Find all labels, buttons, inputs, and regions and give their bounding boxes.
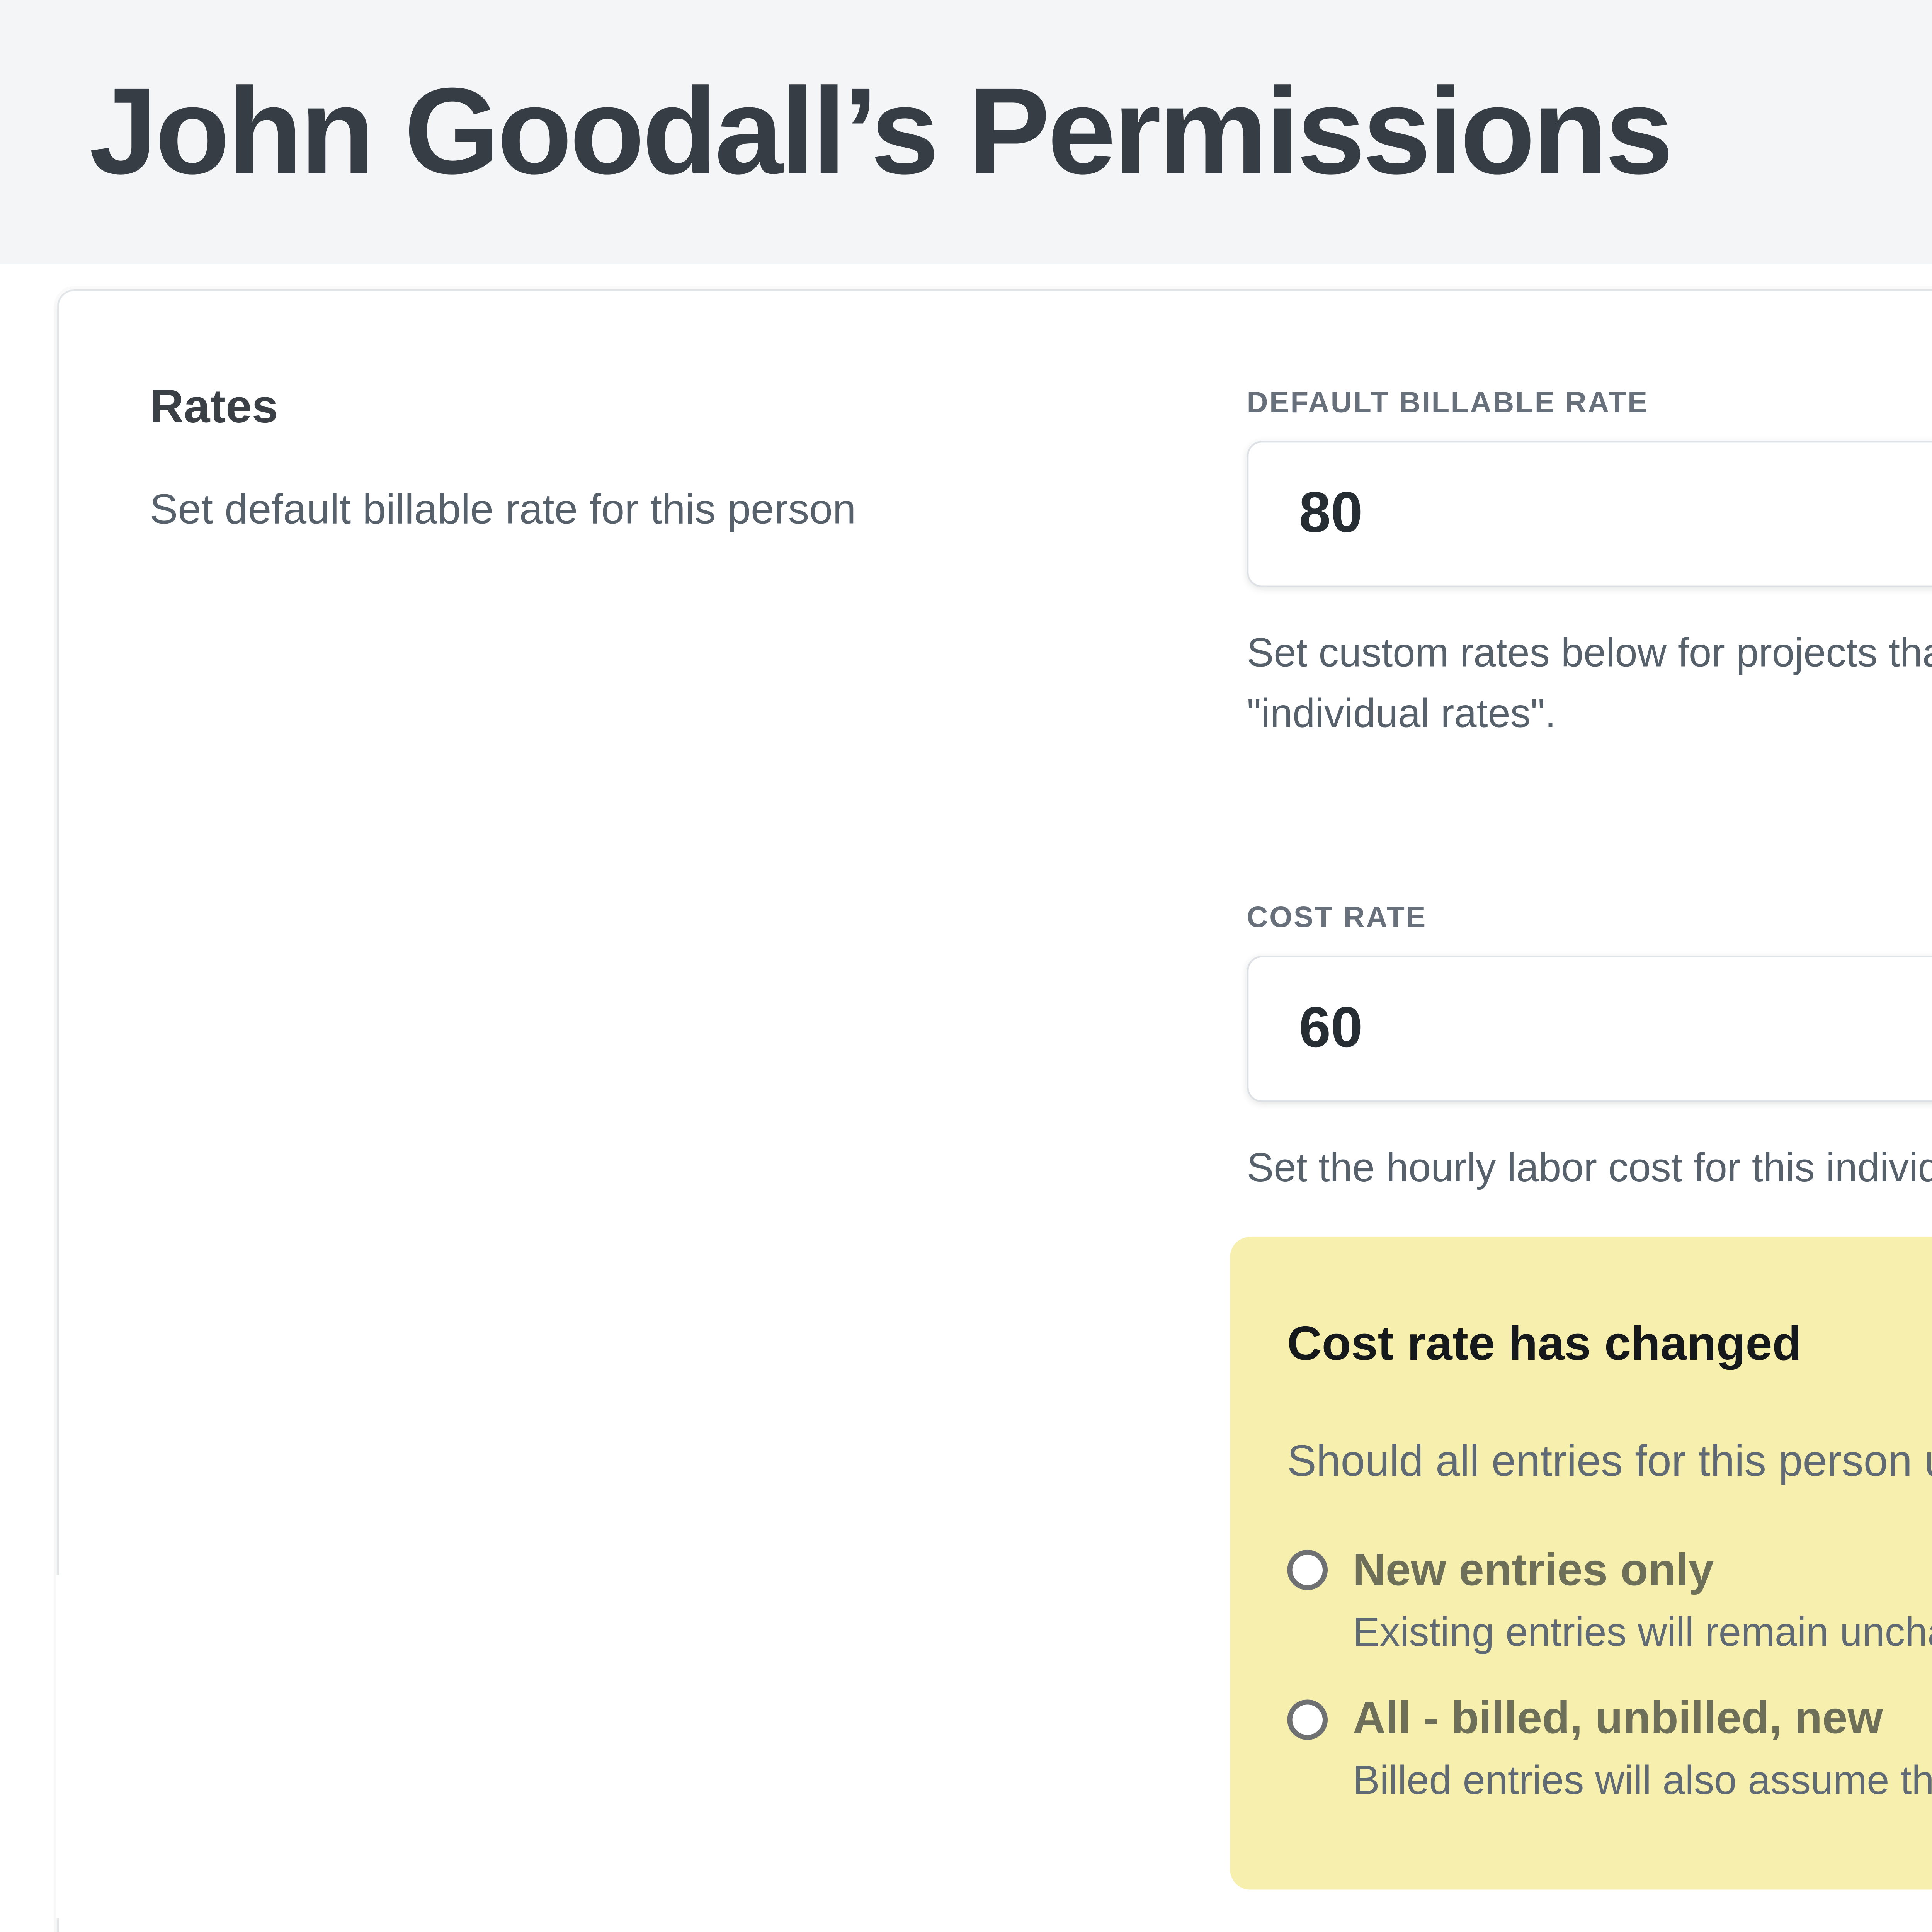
cost-rate-field: $/hr (1247, 956, 1932, 1102)
option-all-entries-row[interactable]: All - billed, unbilled, new (1287, 1694, 1932, 1746)
option-new-entries-label: New entries only (1352, 1544, 1714, 1595)
cost-rate-label: COST RATE (1247, 900, 1427, 934)
card-border-gap (55, 1575, 63, 1918)
option-new-entries-description: Existing entries will remain unchanged. (1352, 1609, 1932, 1655)
rates-description: Set default billable rate for this perso… (150, 486, 856, 534)
radio-all-entries-icon[interactable] (1287, 1699, 1328, 1740)
option-all-entries: All - billed, unbilled, new Billed entri… (1287, 1694, 1932, 1813)
page-title: John Goodall’s Permissions (89, 64, 1673, 201)
default-billable-rate-field: $/hr (1247, 440, 1932, 587)
cost-rate-input[interactable] (1299, 996, 1932, 1062)
cost-rate-changed-alert: Cost rate has changed Should all entries… (1230, 1236, 1932, 1890)
default-billable-rate-helper: Set custom rates below for projects that… (1247, 631, 1932, 737)
default-billable-rate-label: DEFAULT BILLABLE RATE (1247, 385, 1649, 419)
page-header: John Goodall’s Permissions (0, 0, 1932, 264)
option-new-entries-row[interactable]: New entries only (1287, 1544, 1932, 1596)
alert-title: Cost rate has changed (1287, 1317, 1802, 1372)
option-all-entries-label: All - billed, unbilled, new (1352, 1693, 1883, 1744)
content: Rates Set default billable rate for this… (0, 289, 1932, 1932)
alert-question: Should all entries for this person use t… (1287, 1435, 1932, 1486)
rates-form: DEFAULT BILLABLE RATE $/hr Set custom ra… (1230, 375, 1932, 1922)
radio-new-entries-icon[interactable] (1287, 1550, 1328, 1590)
rate-apply-options: New entries only Existing entries will r… (1287, 1544, 1932, 1813)
rates-card: Rates Set default billable rate for this… (55, 289, 1932, 1932)
rates-heading: Rates (150, 380, 278, 433)
rates-intro: Rates Set default billable rate for this… (150, 375, 1247, 1922)
option-all-entries-description: Billed entries will also assume the new … (1352, 1759, 1932, 1805)
cost-rate-helper: Set the hourly labor cost for this indiv… (1247, 1146, 1932, 1192)
option-new-entries-only: New entries only Existing entries will r… (1287, 1544, 1932, 1663)
default-billable-rate-input[interactable] (1299, 481, 1932, 547)
